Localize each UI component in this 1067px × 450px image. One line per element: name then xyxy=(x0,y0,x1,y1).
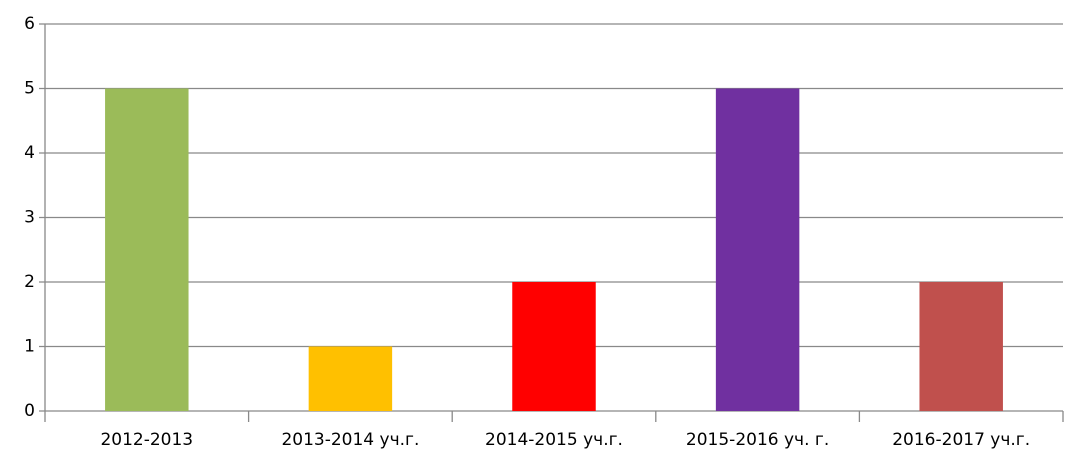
y-tick-label: 6 xyxy=(24,14,35,34)
x-tick-label: 2016-2017 уч.г. xyxy=(892,430,1030,450)
x-tick-label: 2013-2014 уч.г. xyxy=(281,430,419,450)
y-tick-label: 3 xyxy=(24,208,35,228)
bar xyxy=(105,88,189,411)
y-tick-label: 1 xyxy=(24,337,35,357)
x-tick-label: 2014-2015 уч.г. xyxy=(485,430,623,450)
bar xyxy=(512,282,596,411)
bar xyxy=(308,346,393,411)
y-tick-label: 4 xyxy=(24,143,35,163)
x-tick-label: 2012-2013 xyxy=(100,430,193,450)
y-tick-label: 2 xyxy=(24,272,35,292)
y-tick-label: 5 xyxy=(24,79,35,99)
bar xyxy=(715,88,800,411)
bar xyxy=(919,282,1003,411)
y-tick-label: 0 xyxy=(24,401,35,421)
x-tick-label: 2015-2016 уч. г. xyxy=(686,430,829,450)
